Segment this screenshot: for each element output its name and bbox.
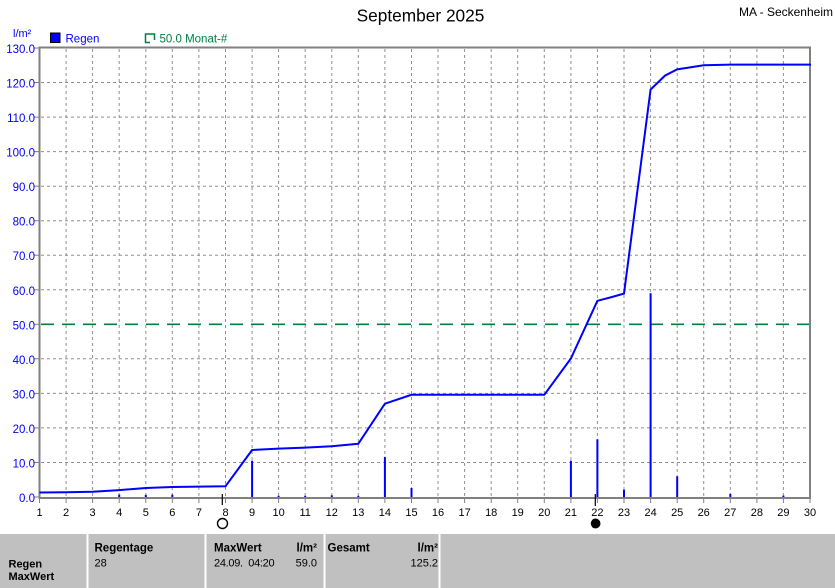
svg-text:110.0: 110.0 bbox=[7, 113, 35, 125]
svg-text:18: 18 bbox=[485, 507, 497, 519]
svg-text:11: 11 bbox=[299, 507, 310, 519]
svg-text:13: 13 bbox=[352, 507, 364, 519]
svg-text:15: 15 bbox=[405, 507, 417, 519]
svg-text:MaxWert: MaxWert bbox=[214, 543, 262, 555]
svg-text:90.0: 90.0 bbox=[13, 182, 35, 194]
svg-text:130.0: 130.0 bbox=[6, 44, 35, 56]
svg-text:21: 21 bbox=[565, 507, 577, 519]
svg-text:80.0: 80.0 bbox=[13, 217, 35, 229]
svg-text:MaxWert: MaxWert bbox=[9, 571, 55, 583]
svg-text:10: 10 bbox=[272, 507, 284, 519]
svg-text:2: 2 bbox=[63, 507, 69, 519]
svg-text:70.0: 70.0 bbox=[13, 251, 35, 263]
svg-text:50.0 Monat-#: 50.0 Monat-# bbox=[160, 34, 228, 46]
svg-text:9: 9 bbox=[249, 507, 255, 519]
svg-text:1: 1 bbox=[36, 507, 42, 519]
svg-text:60.0: 60.0 bbox=[13, 286, 35, 298]
svg-text:28: 28 bbox=[95, 558, 107, 570]
svg-text:14: 14 bbox=[379, 507, 391, 519]
svg-text:17: 17 bbox=[458, 507, 470, 519]
svg-text:29: 29 bbox=[777, 507, 789, 519]
svg-text:25: 25 bbox=[671, 507, 683, 519]
svg-text:12: 12 bbox=[326, 507, 338, 519]
svg-text:l/m²: l/m² bbox=[297, 543, 318, 555]
svg-text:10.0: 10.0 bbox=[13, 459, 35, 471]
svg-text:26: 26 bbox=[698, 507, 710, 519]
svg-text:3: 3 bbox=[90, 507, 96, 519]
svg-text:120.0: 120.0 bbox=[6, 79, 35, 91]
svg-text:40.0: 40.0 bbox=[13, 355, 35, 367]
svg-text:50.0: 50.0 bbox=[13, 320, 35, 332]
svg-text:30: 30 bbox=[804, 507, 816, 519]
svg-text:Regen: Regen bbox=[9, 559, 43, 571]
svg-text:September 2025: September 2025 bbox=[357, 6, 485, 26]
svg-text:23: 23 bbox=[618, 507, 630, 519]
svg-text:4: 4 bbox=[116, 507, 122, 519]
svg-text:20.0: 20.0 bbox=[13, 424, 35, 436]
svg-text:28: 28 bbox=[751, 507, 763, 519]
svg-text:7: 7 bbox=[196, 507, 202, 519]
svg-text:125.2: 125.2 bbox=[410, 558, 438, 570]
svg-text:5: 5 bbox=[143, 507, 149, 519]
svg-text:8: 8 bbox=[222, 507, 228, 519]
svg-text:Gesamt: Gesamt bbox=[328, 543, 370, 555]
svg-text:24: 24 bbox=[644, 507, 656, 519]
svg-text:19: 19 bbox=[512, 507, 524, 519]
svg-text:l/m²: l/m² bbox=[13, 28, 32, 40]
svg-text:30.0: 30.0 bbox=[13, 389, 35, 401]
svg-text:MA - Seckenheim: MA - Seckenheim bbox=[739, 5, 833, 19]
svg-text:l/m²: l/m² bbox=[418, 543, 439, 555]
svg-text:0.0: 0.0 bbox=[19, 493, 35, 505]
svg-text:20: 20 bbox=[538, 507, 550, 519]
svg-text:6: 6 bbox=[169, 507, 175, 519]
svg-text:59.0: 59.0 bbox=[296, 558, 317, 570]
svg-text:22: 22 bbox=[591, 507, 603, 519]
svg-text:27: 27 bbox=[724, 507, 736, 519]
svg-text:100.0: 100.0 bbox=[6, 148, 35, 160]
svg-text:Regen: Regen bbox=[66, 34, 100, 46]
svg-text:Regentage: Regentage bbox=[95, 543, 154, 555]
svg-text:16: 16 bbox=[432, 507, 444, 519]
svg-text:24.09. 04:20: 24.09. 04:20 bbox=[214, 558, 275, 570]
